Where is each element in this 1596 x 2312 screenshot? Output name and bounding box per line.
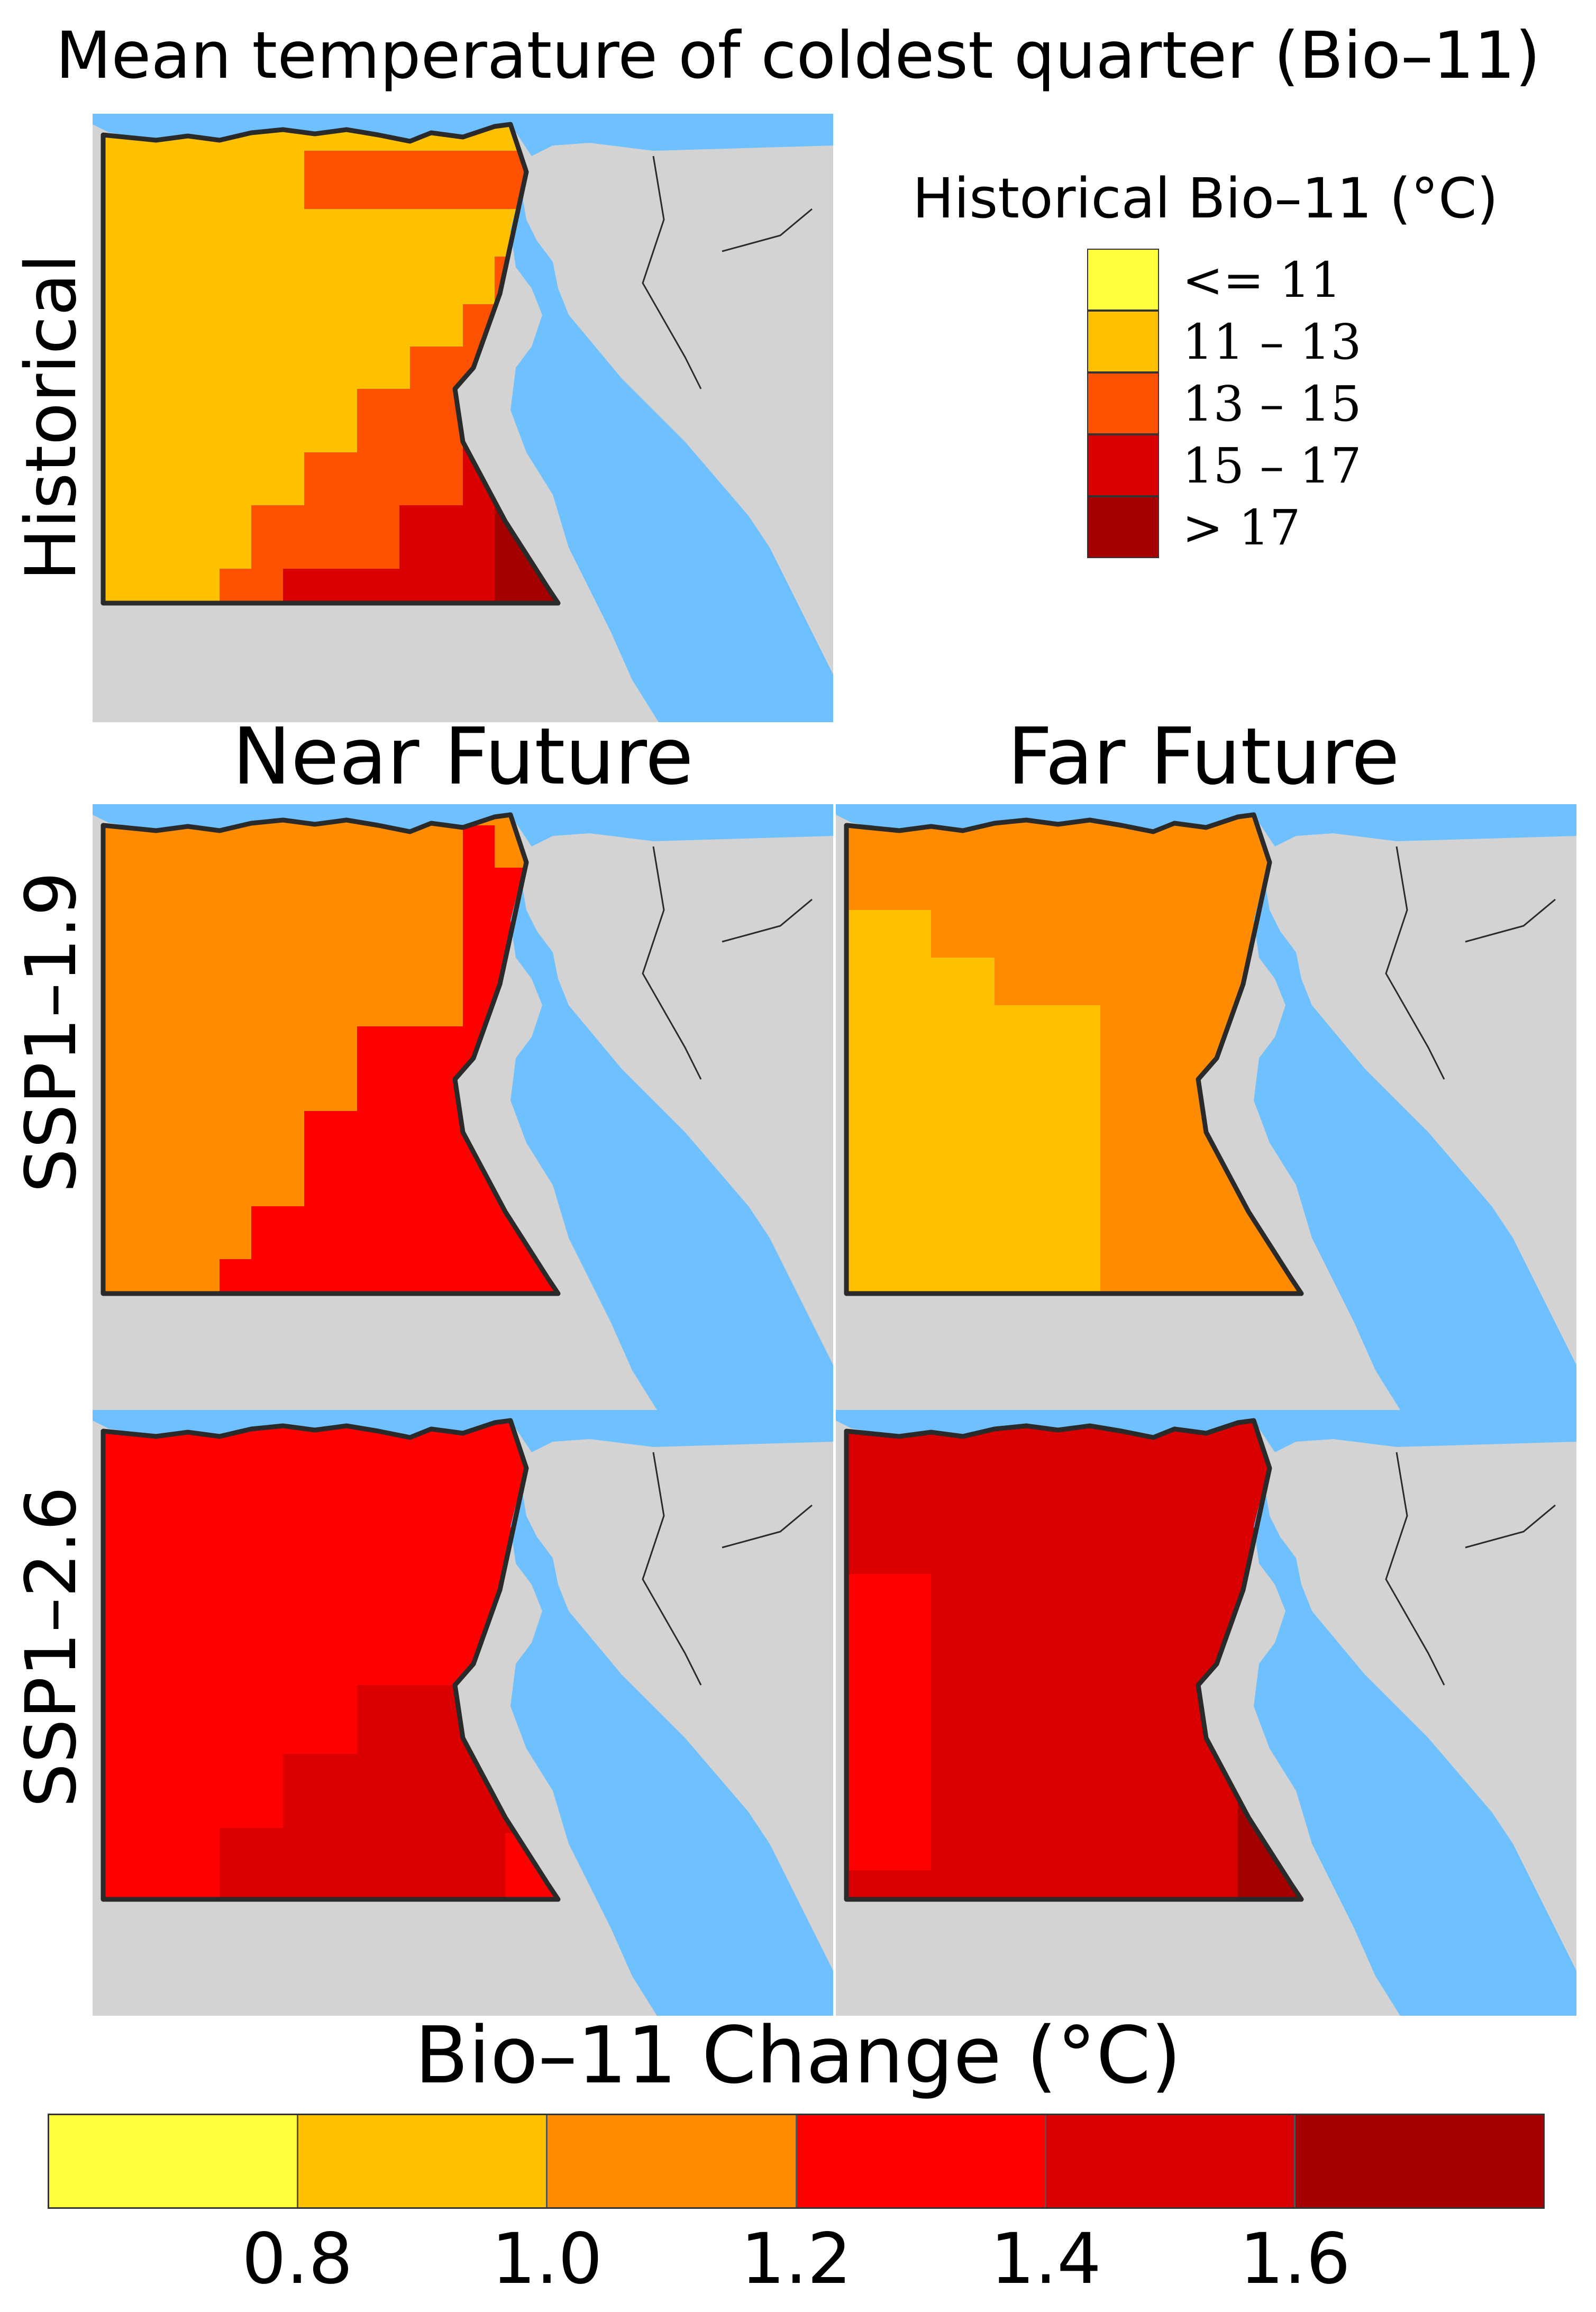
legend-swatch-le11 — [1087, 249, 1159, 311]
map-historical-red-sea — [510, 188, 833, 722]
map-ssp126-near-neighbour-border — [722, 1504, 813, 1549]
map-ssp126-near-cell — [220, 1828, 526, 1899]
legend-item-le11: <= 11 — [1087, 249, 1457, 311]
legend-swatch-15-17 — [1087, 434, 1159, 496]
map-ssp119-near-border — [101, 812, 561, 1296]
legend-label-gt17: > 17 — [1182, 499, 1301, 556]
map-ssp119-near-svg — [93, 804, 833, 1410]
map-ssp119-near-neighbour-border — [722, 898, 813, 943]
colorbar-segment-6 — [1295, 2115, 1544, 2207]
map-ssp119-far-red-sea — [1254, 878, 1576, 1410]
map-ssp126-far-cell — [846, 1574, 931, 1870]
map-historical-cell — [548, 156, 558, 272]
map-historical-neighbour-border — [642, 156, 702, 389]
legend-item-11-13: 11 – 13 — [1087, 311, 1457, 372]
change-colorbar — [48, 2114, 1545, 2209]
map-ssp119-far-cell — [846, 910, 931, 1294]
legend-swatch-13-15 — [1087, 372, 1159, 434]
map-historical-border — [101, 122, 561, 606]
colorbar-tick-1-2: 1.2 — [741, 2218, 852, 2300]
map-ssp126-far-border — [844, 1418, 1304, 1902]
map-ssp126-near — [93, 1410, 833, 2016]
map-ssp126-far-red-sea — [1254, 1484, 1576, 2016]
map-ssp119-near — [93, 804, 833, 1410]
map-historical-cell — [304, 151, 542, 209]
colorbar-tick-0-8: 0.8 — [242, 2218, 353, 2300]
colorbar-segment-3 — [548, 2115, 797, 2207]
legend-label-13-15: 13 – 15 — [1182, 376, 1362, 432]
map-historical-svg — [93, 114, 833, 722]
map-ssp119-far-cell — [995, 1005, 1100, 1294]
map-ssp126-far — [836, 1410, 1576, 2016]
row-label-ssp119: SSP1–1.9 — [11, 871, 92, 1193]
legend-item-13-15: 13 – 15 — [1087, 372, 1457, 434]
legend-item-gt17: > 17 — [1087, 496, 1457, 558]
map-ssp119-near-neighbour-border — [642, 846, 702, 1080]
map-historical-cell — [220, 569, 283, 603]
map-ssp126-far-svg — [836, 1410, 1576, 2016]
column-title-far-future: Far Future — [1007, 711, 1400, 802]
map-ssp119-far-neighbour-border — [1465, 898, 1556, 943]
map-ssp119-far-svg — [836, 804, 1576, 1410]
legend-label-15-17: 15 – 17 — [1182, 438, 1362, 494]
map-historical-neighbour-border — [722, 208, 813, 252]
map-historical-cell — [399, 505, 558, 569]
colorbar-tick-1-0: 1.0 — [491, 2218, 603, 2300]
map-ssp126-near-red-sea — [510, 1484, 833, 2016]
colorbar-tick-1-4: 1.4 — [990, 2218, 1101, 2300]
map-ssp119-far-neighbour-border — [1385, 846, 1445, 1080]
row-label-historical: Historical — [11, 253, 92, 581]
map-ssp126-far-neighbour-border — [1385, 1452, 1445, 1686]
map-ssp119-near-red-sea — [510, 878, 833, 1410]
map-ssp126-near-svg — [93, 1410, 833, 2016]
column-title-near-future: Near Future — [232, 711, 694, 802]
colorbar-segment-4 — [797, 2115, 1046, 2207]
map-ssp126-near-border — [101, 1418, 561, 1902]
legend-item-15-17: 15 – 17 — [1087, 434, 1457, 496]
legend-swatch-11-13 — [1087, 311, 1159, 372]
map-historical-cell — [251, 505, 399, 569]
colorbar-segment-1 — [49, 2115, 299, 2207]
map-ssp126-near-neighbour-border — [642, 1452, 702, 1686]
map-ssp119-near-cell — [220, 1259, 558, 1294]
historical-legend-title: Historical Bio–11 (°C) — [913, 166, 1499, 231]
map-historical-cell — [283, 569, 495, 603]
map-ssp119-far-border — [844, 812, 1304, 1296]
colorbar-title: Bio–11 Change (°C) — [414, 2010, 1182, 2101]
legend-swatch-gt17 — [1087, 496, 1159, 558]
historical-legend: <= 11 11 – 13 13 – 15 15 – 17 > 17 — [1087, 249, 1457, 561]
colorbar-segment-5 — [1046, 2115, 1296, 2207]
legend-label-le11: <= 11 — [1182, 252, 1342, 308]
colorbar-tick-1-6: 1.6 — [1239, 2218, 1351, 2300]
map-ssp126-far-neighbour-border — [1465, 1504, 1556, 1549]
colorbar-segment-2 — [298, 2115, 548, 2207]
figure-title: Mean temperature of coldest quarter (Bio… — [56, 18, 1540, 93]
map-ssp119-far — [836, 804, 1576, 1410]
row-label-ssp126: SSP1–2.6 — [11, 1486, 92, 1808]
legend-label-11-13: 11 – 13 — [1182, 314, 1362, 370]
map-ssp119-far-cell — [931, 958, 995, 1294]
map-historical — [93, 114, 833, 722]
